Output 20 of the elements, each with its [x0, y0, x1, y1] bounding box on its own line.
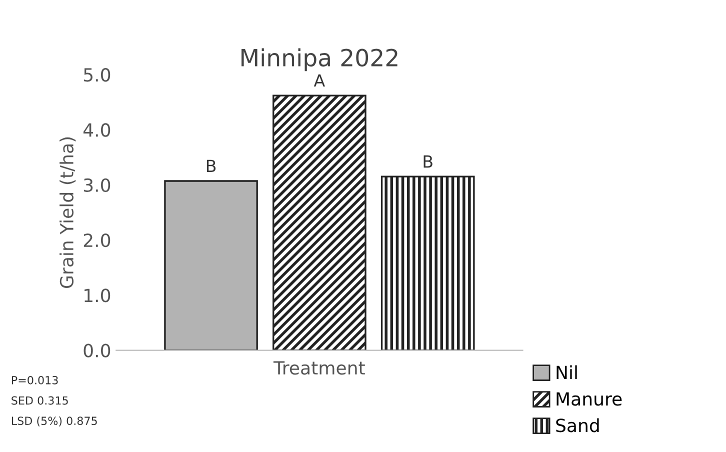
text: SED 0.315 — [12, 396, 68, 405]
y-tick-label: 5.0 — [84, 68, 110, 82]
y-tick-label: 1.0 — [84, 288, 110, 302]
bar — [272, 94, 366, 350]
data-label: B — [206, 160, 216, 172]
y-tick-label: 3.0 — [84, 178, 110, 192]
legend-label: Nil — [556, 365, 577, 379]
bar — [380, 176, 475, 350]
y-axis-title: Grain Yield (t/ha) — [60, 137, 76, 288]
legend-label: Manure — [556, 392, 622, 406]
legend-label: Sand — [556, 418, 599, 432]
y-tick-label: 2.0 — [84, 233, 110, 248]
text: LSD (5%) 0.875 — [12, 416, 97, 426]
x-axis-title: Treatment — [273, 361, 365, 375]
chart-title: Minnipa 2022 — [242, 48, 398, 72]
data-label: A — [314, 74, 326, 87]
y-tick-label: 4.0 — [83, 123, 110, 137]
y-tick-label: 0.0 — [84, 344, 110, 358]
text: P=0.013 — [12, 376, 58, 384]
data-label: B — [424, 155, 432, 168]
